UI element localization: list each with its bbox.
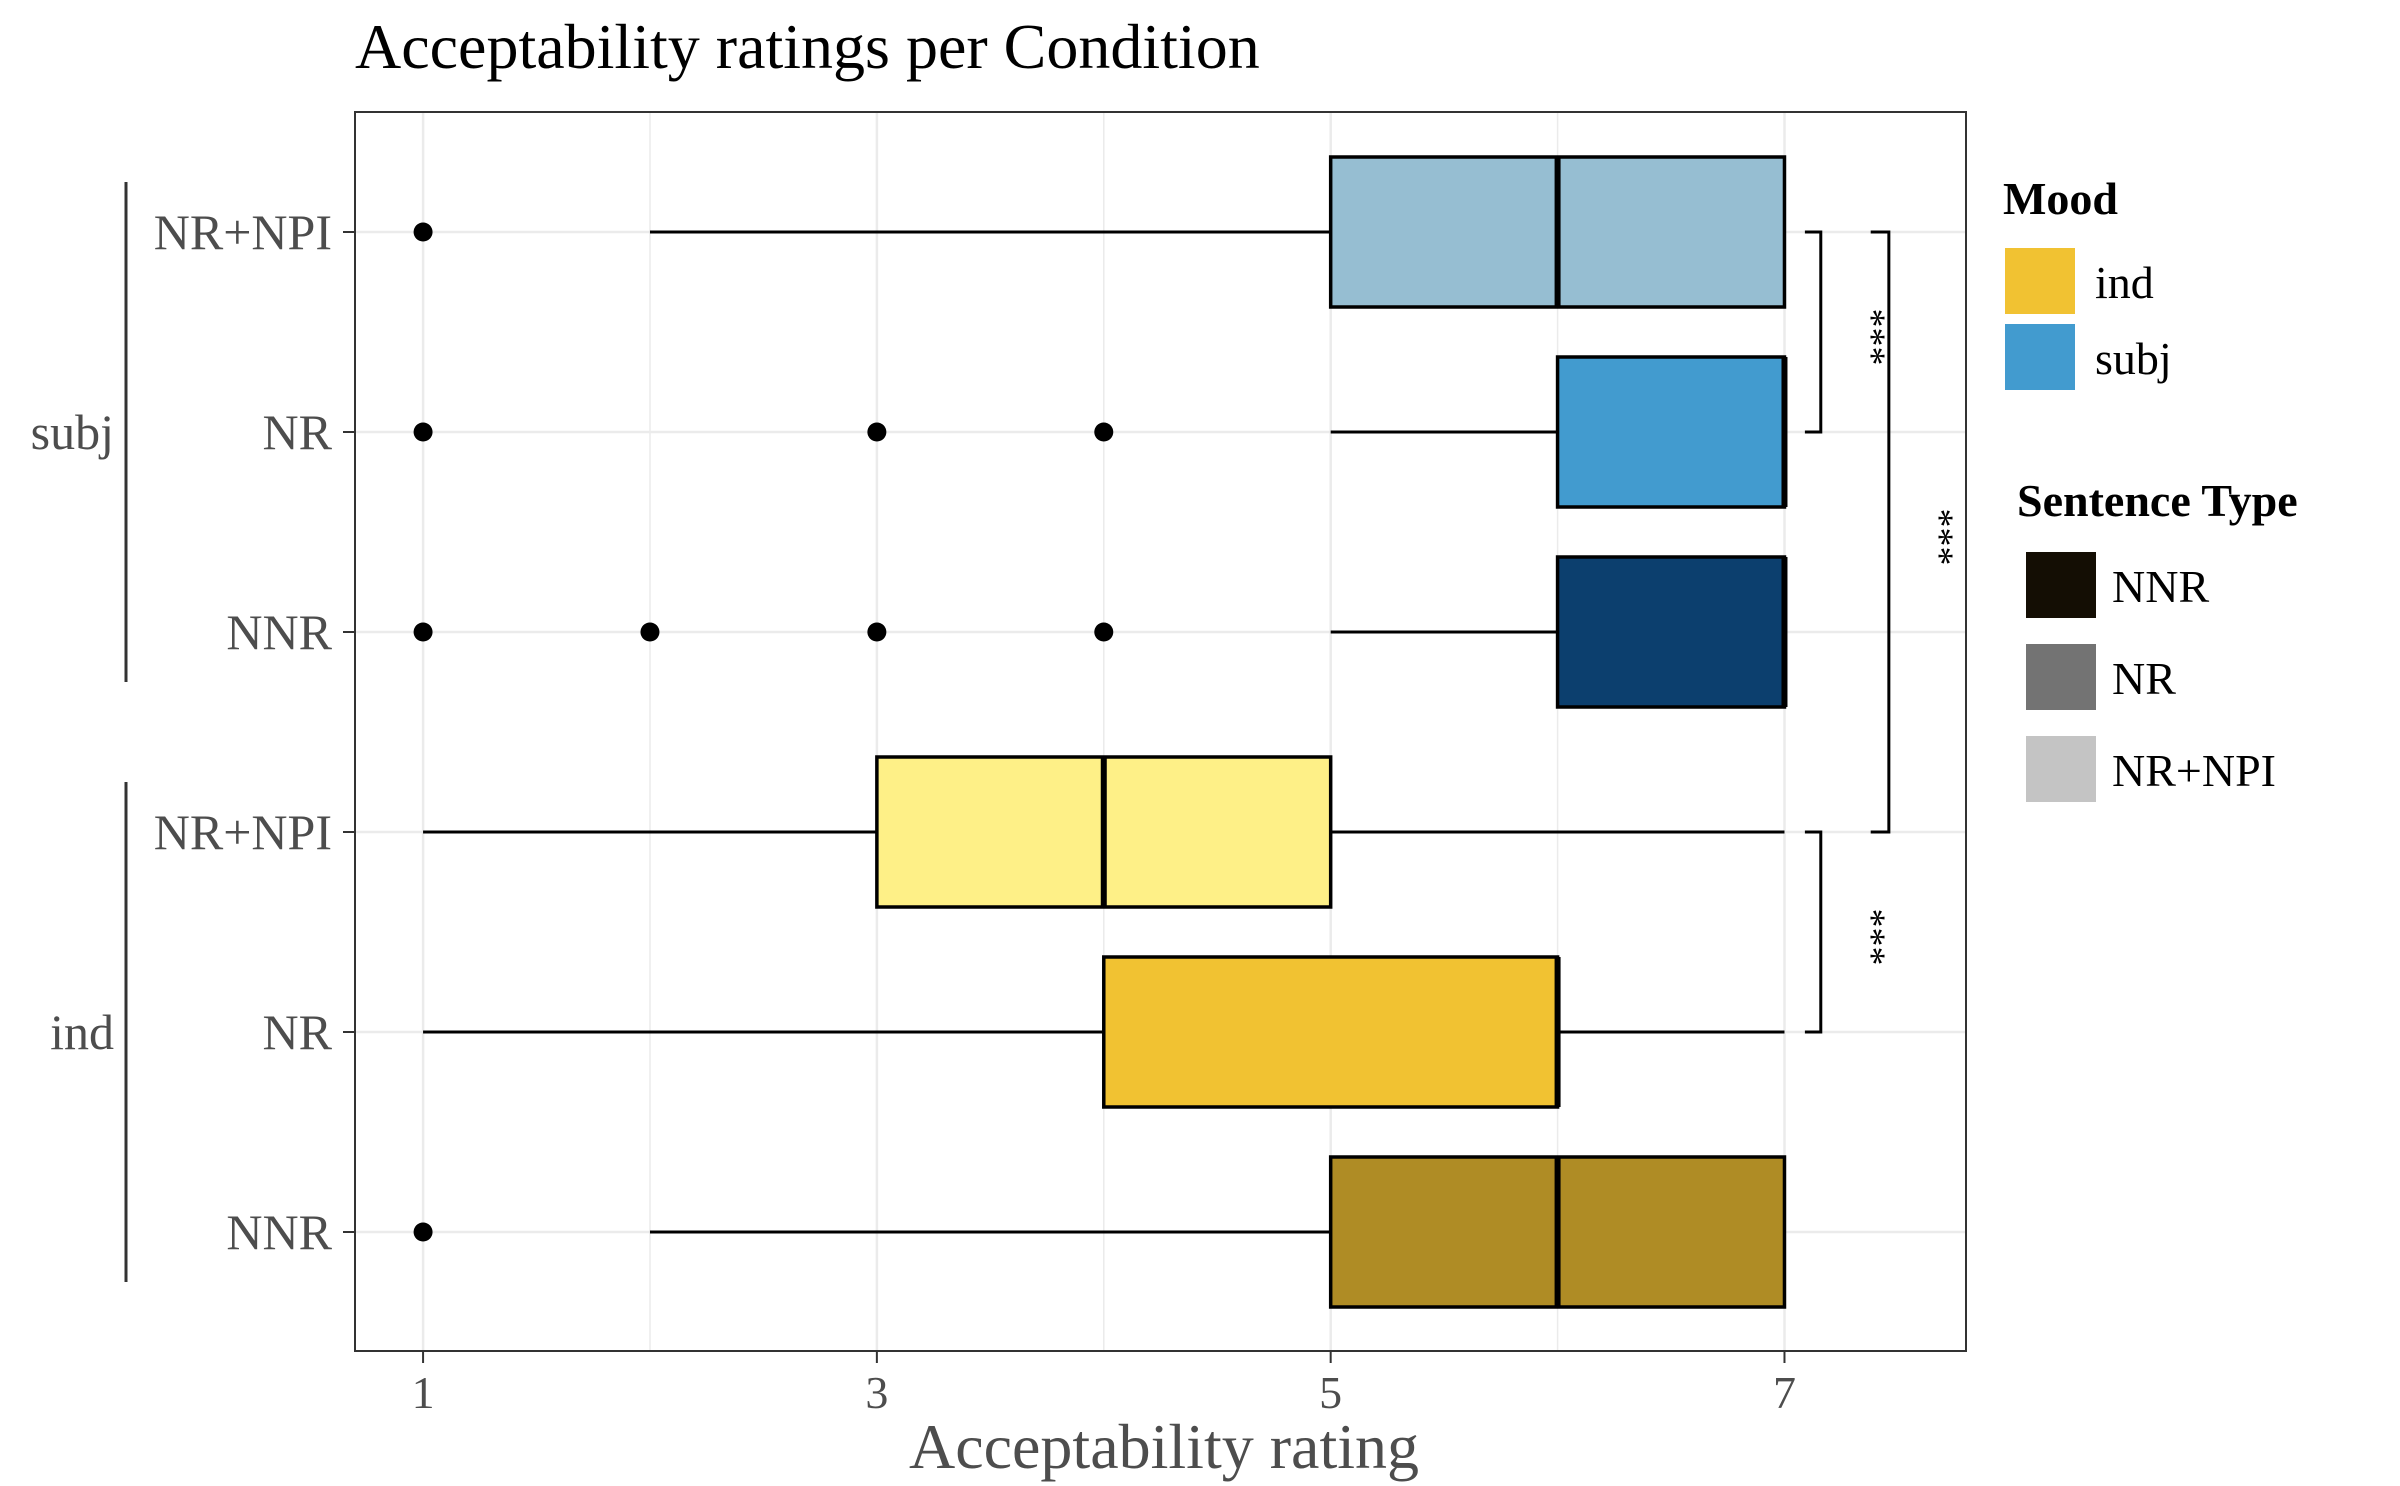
y-tick-label: NR <box>263 1004 333 1060</box>
box-iqr <box>1102 955 1560 1109</box>
y-tick-label: NR <box>263 404 333 460</box>
bracket-line <box>1870 230 1891 834</box>
legend-title-mood: Mood <box>2003 173 2118 224</box>
significance-bracket: *** <box>1870 230 1960 834</box>
y-tick-label: NR+NPI <box>154 204 332 260</box>
significance-label: *** <box>1850 909 1892 966</box>
outlier-point <box>1094 422 1114 442</box>
bracket-line <box>1804 230 1823 434</box>
legend-swatch <box>2026 552 2096 618</box>
legend-swatch <box>2005 324 2075 390</box>
y-tick-label: NNR <box>226 1204 332 1260</box>
outlier-point <box>640 622 660 642</box>
legend-swatch <box>2026 644 2096 710</box>
legend-item-label: subj <box>2095 333 2172 384</box>
outlier-point <box>413 1222 433 1242</box>
x-tick-label: 1 <box>412 1367 435 1418</box>
legend-title-sentence-type: Sentence Type <box>2017 475 2298 526</box>
box-ind-nr <box>423 955 1785 1109</box>
chart-title: Acceptability ratings per Condition <box>355 11 1260 82</box>
legend-item-label: NR <box>2112 653 2176 704</box>
y-tick-label: NNR <box>226 604 332 660</box>
box-iqr <box>1555 355 1787 509</box>
box-ind-nnr <box>413 1155 1787 1309</box>
legend-item-label: NNR <box>2112 561 2209 612</box>
bracket-line <box>1804 830 1823 1034</box>
group-label: ind <box>50 1004 114 1060</box>
box-ind-nr-npi <box>423 755 1785 909</box>
box-subj-nr <box>413 355 1788 509</box>
legend-item-label: NR+NPI <box>2112 745 2276 796</box>
outlier-point <box>413 222 433 242</box>
box-subj-nnr <box>413 555 1788 709</box>
panel-border <box>354 111 1967 1352</box>
significance-label: *** <box>1850 309 1892 366</box>
x-tick-label: 5 <box>1319 1367 1342 1418</box>
significance-bracket: *** <box>1804 230 1892 434</box>
significance-bracket: *** <box>1804 830 1892 1034</box>
x-tick-label: 7 <box>1773 1367 1796 1418</box>
outlier-point <box>867 622 887 642</box>
x-tick-label: 3 <box>865 1367 888 1418</box>
y-tick-label: NR+NPI <box>154 804 332 860</box>
box-subj-nr-npi <box>413 155 1787 309</box>
outlier-point <box>867 422 887 442</box>
outlier-point <box>413 622 433 642</box>
x-axis-title: Acceptability rating <box>909 1411 1419 1482</box>
box-iqr <box>1555 555 1787 709</box>
group-label: subj <box>31 404 114 460</box>
legend-item-label: ind <box>2095 257 2154 308</box>
legend-swatch <box>2005 248 2075 314</box>
legend-swatch <box>2026 736 2096 802</box>
outlier-point <box>1094 622 1114 642</box>
outlier-point <box>413 422 433 442</box>
significance-label: *** <box>1918 509 1960 566</box>
